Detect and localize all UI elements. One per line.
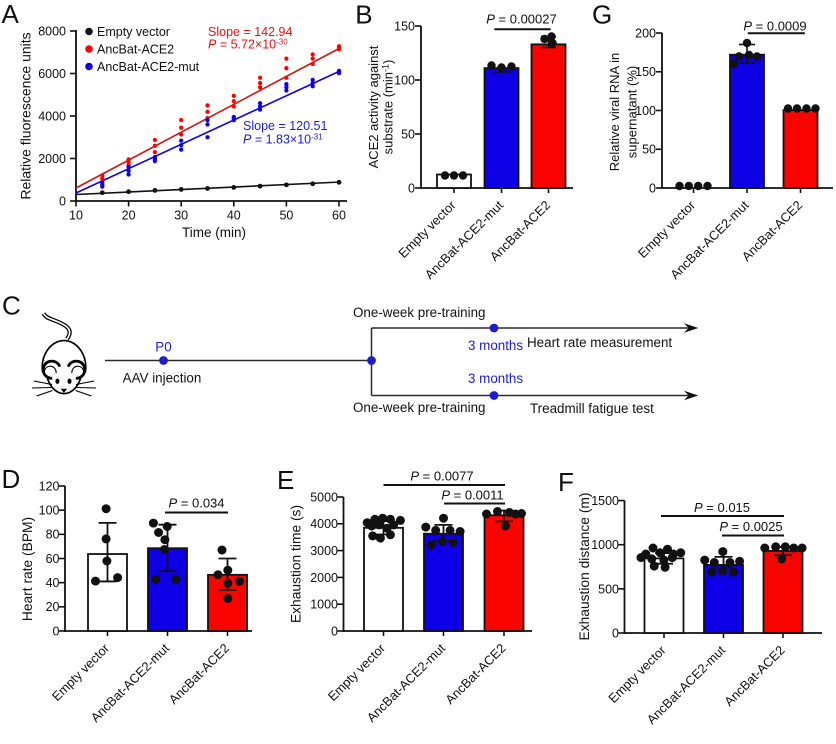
svg-text:Time (min): Time (min) (182, 225, 246, 240)
svg-text:Relative viral RNA in: Relative viral RNA in (607, 53, 622, 172)
svg-text:1000: 1000 (310, 598, 338, 612)
svg-text:100: 100 (635, 104, 656, 118)
svg-text:P = 0.0009: P = 0.0009 (743, 19, 806, 34)
svg-text:Slope = 120.51: Slope = 120.51 (243, 119, 327, 133)
svg-text:AncBat-ACE2-mut: AncBat-ACE2-mut (97, 60, 200, 74)
svg-text:P = 1.83×10-31: P = 1.83×10-31 (243, 133, 323, 147)
svg-text:E: E (277, 465, 294, 495)
svg-text:Exhaustion time (s): Exhaustion time (s) (289, 505, 304, 623)
svg-text:50: 50 (401, 127, 415, 141)
svg-text:Heart rate (BPM): Heart rate (BPM) (20, 517, 35, 621)
svg-text:ACE2 activity against: ACE2 activity against (366, 45, 381, 168)
svg-text:2000: 2000 (310, 571, 338, 585)
svg-text:0: 0 (53, 624, 60, 638)
svg-text:C: C (2, 291, 21, 321)
svg-text:3 months: 3 months (468, 371, 523, 386)
svg-text:0: 0 (408, 181, 415, 195)
svg-text:P = 0.00027: P = 0.00027 (486, 12, 556, 27)
svg-text:P0: P0 (155, 340, 171, 355)
svg-text:4000: 4000 (310, 517, 338, 531)
svg-text:120: 120 (39, 479, 60, 493)
svg-text:150: 150 (394, 19, 415, 33)
svg-text:substrate (min-1): substrate (min-1) (381, 60, 396, 155)
svg-text:5000: 5000 (310, 490, 338, 504)
svg-text:40: 40 (227, 209, 241, 223)
svg-text:One-week pre-training: One-week pre-training (353, 305, 485, 320)
svg-text:2000: 2000 (38, 152, 66, 166)
svg-text:Exhaustion distance (m): Exhaustion distance (m) (577, 493, 592, 641)
svg-text:0: 0 (649, 181, 656, 195)
svg-text:Empty vector: Empty vector (97, 25, 170, 39)
svg-text:0: 0 (59, 194, 66, 208)
svg-text:Relative fluorescence units: Relative fluorescence units (18, 32, 34, 199)
svg-text:Slope = 142.94: Slope = 142.94 (208, 25, 292, 39)
svg-text:20: 20 (122, 209, 136, 223)
svg-text:P = 0.0011: P = 0.0011 (441, 488, 503, 503)
svg-text:60: 60 (332, 209, 346, 223)
svg-text:1000: 1000 (591, 538, 619, 552)
svg-text:10: 10 (69, 209, 83, 223)
svg-text:50: 50 (642, 143, 656, 157)
svg-text:Heart rate measurement: Heart rate measurement (527, 335, 672, 350)
svg-text:F: F (558, 467, 574, 497)
svg-text:30: 30 (174, 209, 188, 223)
svg-text:100: 100 (394, 73, 415, 87)
svg-text:G: G (592, 0, 612, 30)
svg-text:0: 0 (331, 624, 338, 638)
svg-text:P = 0.0025: P = 0.0025 (719, 519, 782, 534)
svg-text:4000: 4000 (38, 109, 66, 123)
svg-text:60: 60 (46, 552, 60, 566)
svg-text:20: 20 (46, 600, 60, 614)
svg-text:AAV injection: AAV injection (123, 371, 202, 386)
svg-text:3 months: 3 months (468, 338, 523, 353)
svg-text:B: B (355, 0, 372, 30)
svg-text:supernatant (%): supernatant (%) (625, 66, 640, 159)
svg-text:One-week pre-training: One-week pre-training (353, 400, 485, 415)
svg-text:0: 0 (612, 626, 619, 640)
svg-text:P = 5.72×10-30: P = 5.72×10-30 (208, 38, 288, 52)
svg-text:P = 0.0077: P = 0.0077 (410, 469, 473, 484)
svg-text:D: D (2, 464, 21, 494)
svg-text:P = 0.034: P = 0.034 (168, 495, 224, 510)
svg-text:40: 40 (46, 576, 60, 590)
svg-text:80: 80 (46, 528, 60, 542)
svg-text:50: 50 (279, 209, 293, 223)
svg-text:1500: 1500 (591, 494, 619, 508)
svg-text:200: 200 (635, 26, 656, 40)
svg-text:6000: 6000 (38, 67, 66, 81)
svg-text:A: A (2, 0, 20, 29)
svg-text:3000: 3000 (310, 544, 338, 558)
svg-text:AncBat-ACE2: AncBat-ACE2 (97, 43, 174, 57)
svg-text:100: 100 (39, 504, 60, 518)
svg-text:P = 0.015: P = 0.015 (694, 500, 750, 515)
svg-text:500: 500 (598, 582, 619, 596)
svg-text:8000: 8000 (38, 24, 66, 38)
svg-text:150: 150 (635, 65, 656, 79)
svg-text:Treadmill fatigue test: Treadmill fatigue test (530, 401, 654, 416)
